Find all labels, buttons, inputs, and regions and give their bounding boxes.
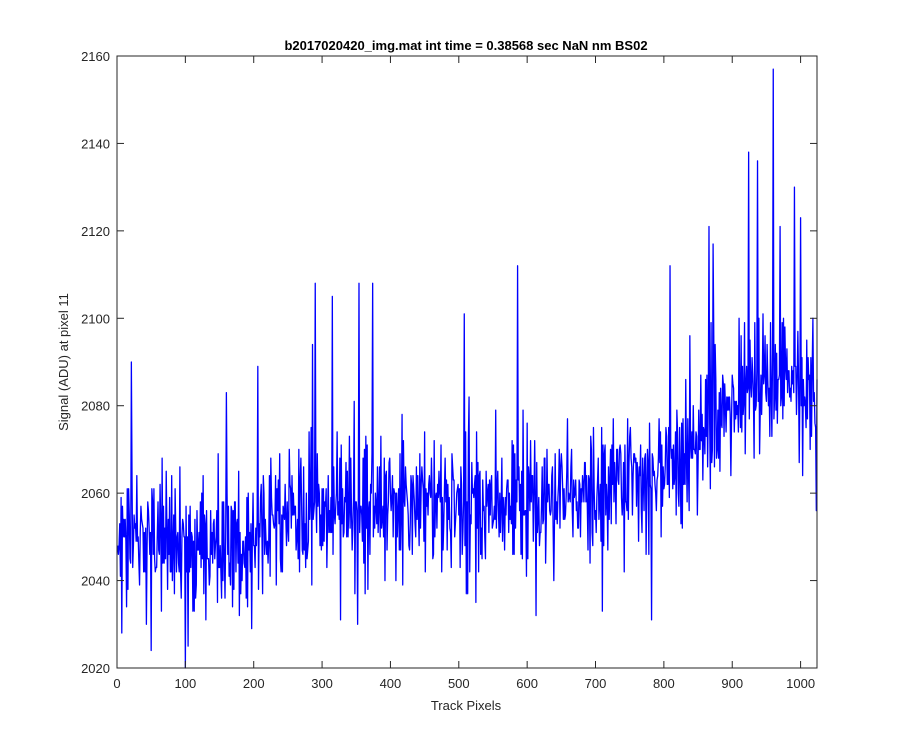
y-tick-label: 2060 [81, 486, 110, 501]
axes-layer: 0 100 200 300 400 500 600 700 800 900 1000 2020 2040… [81, 49, 818, 691]
series-layer [117, 68, 818, 669]
y-tick-label: 2160 [81, 49, 110, 64]
x-tick-label: 700 [585, 676, 607, 691]
x-tick-label: 400 [380, 676, 402, 691]
x-tick-label: 900 [721, 676, 743, 691]
x-tick-label: 200 [243, 676, 265, 691]
x-tick-label: 800 [653, 676, 675, 691]
axes-box [116, 55, 818, 669]
y-tick-label: 2020 [81, 661, 110, 676]
y-tick-label: 2080 [81, 399, 110, 414]
x-tick-label: 100 [175, 676, 197, 691]
x-axis-title: Track Pixels [431, 698, 502, 713]
y-tick-label: 2140 [81, 136, 110, 151]
y-tick-label: 2120 [81, 224, 110, 239]
x-tick-label: 1000 [786, 676, 815, 691]
x-tick-label: 0 [113, 676, 120, 691]
x-tick-label: 500 [448, 676, 470, 691]
y-tick-label: 2040 [81, 574, 110, 589]
y-tick-label: 2100 [81, 311, 110, 326]
x-tick-label: 300 [311, 676, 333, 691]
y-axis-title: Signal (ADU) at pixel 11 [56, 293, 71, 431]
chart-title: b2017020420_img.mat int time = 0.38568 s… [284, 38, 647, 53]
series-line [117, 68, 818, 669]
x-tick-label: 600 [516, 676, 538, 691]
